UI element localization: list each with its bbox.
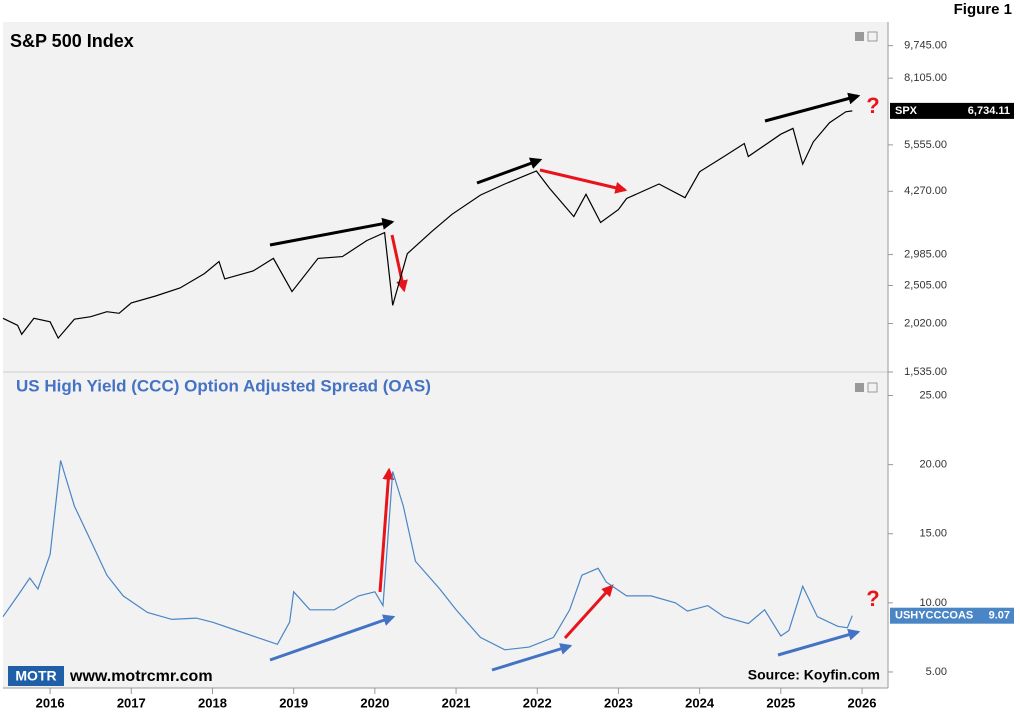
annotation: ? bbox=[866, 586, 879, 611]
value-tag-name: USHYCCCOAS bbox=[895, 610, 973, 622]
x-tick-label: 2020 bbox=[360, 695, 389, 710]
x-tick-label: 2021 bbox=[442, 695, 471, 710]
x-tick-label: 2017 bbox=[117, 695, 146, 710]
x-tick-label: 2024 bbox=[685, 695, 715, 710]
y-tick-label: 8,105.00 bbox=[904, 72, 947, 84]
chart-title: S&P 500 Index bbox=[10, 31, 134, 51]
x-tick-label: 2019 bbox=[279, 695, 308, 710]
x-tick-label: 2018 bbox=[198, 695, 227, 710]
annotation-arrows bbox=[269, 92, 861, 672]
y-tick-label: 20.00 bbox=[919, 459, 947, 471]
x-tick-label: 2016 bbox=[36, 695, 65, 710]
data-line bbox=[2, 460, 853, 651]
y-tick-label: 2,505.00 bbox=[904, 279, 947, 291]
value-tag-value: 9.07 bbox=[989, 610, 1010, 622]
value-tag bbox=[890, 102, 1014, 119]
x-tick-label: 2026 bbox=[848, 695, 877, 710]
y-tick-label: 10.00 bbox=[919, 597, 947, 609]
figure-label: Figure 1 bbox=[954, 1, 1012, 18]
panel-icons bbox=[855, 31, 878, 393]
y-tick-label: 15.00 bbox=[919, 528, 947, 540]
y-tick-label: 9,745.00 bbox=[904, 40, 947, 52]
y-tick-label: 5.00 bbox=[926, 666, 947, 678]
y-tick-label: 5,555.00 bbox=[904, 139, 947, 151]
logo: MOTR bbox=[15, 668, 56, 684]
logo-box bbox=[8, 666, 64, 686]
value-tag-name: SPX bbox=[895, 105, 918, 117]
panel-top bbox=[3, 22, 888, 372]
value-tag-value: 6,734.11 bbox=[968, 105, 1010, 117]
x-tick-label: 2025 bbox=[766, 695, 795, 710]
y-tick-label: 1,535.00 bbox=[904, 366, 947, 378]
chart-title: US High Yield (CCC) Option Adjusted Spre… bbox=[16, 376, 431, 395]
panel-bottom bbox=[3, 372, 888, 688]
y-tick-label: 2,985.00 bbox=[904, 248, 947, 260]
y-tick-label: 25.00 bbox=[919, 389, 947, 401]
y-tick-label: 4,270.00 bbox=[904, 185, 947, 197]
source: Source: Koyfin.com bbox=[748, 667, 880, 683]
website: www.motrcmr.com bbox=[69, 668, 213, 685]
data-line bbox=[2, 110, 853, 340]
value-tag bbox=[890, 607, 1014, 624]
annotation: ? bbox=[866, 93, 879, 118]
x-tick-label: 2022 bbox=[523, 695, 552, 710]
x-tick-label: 2023 bbox=[604, 695, 633, 710]
y-tick-label: 2,020.00 bbox=[904, 317, 947, 329]
